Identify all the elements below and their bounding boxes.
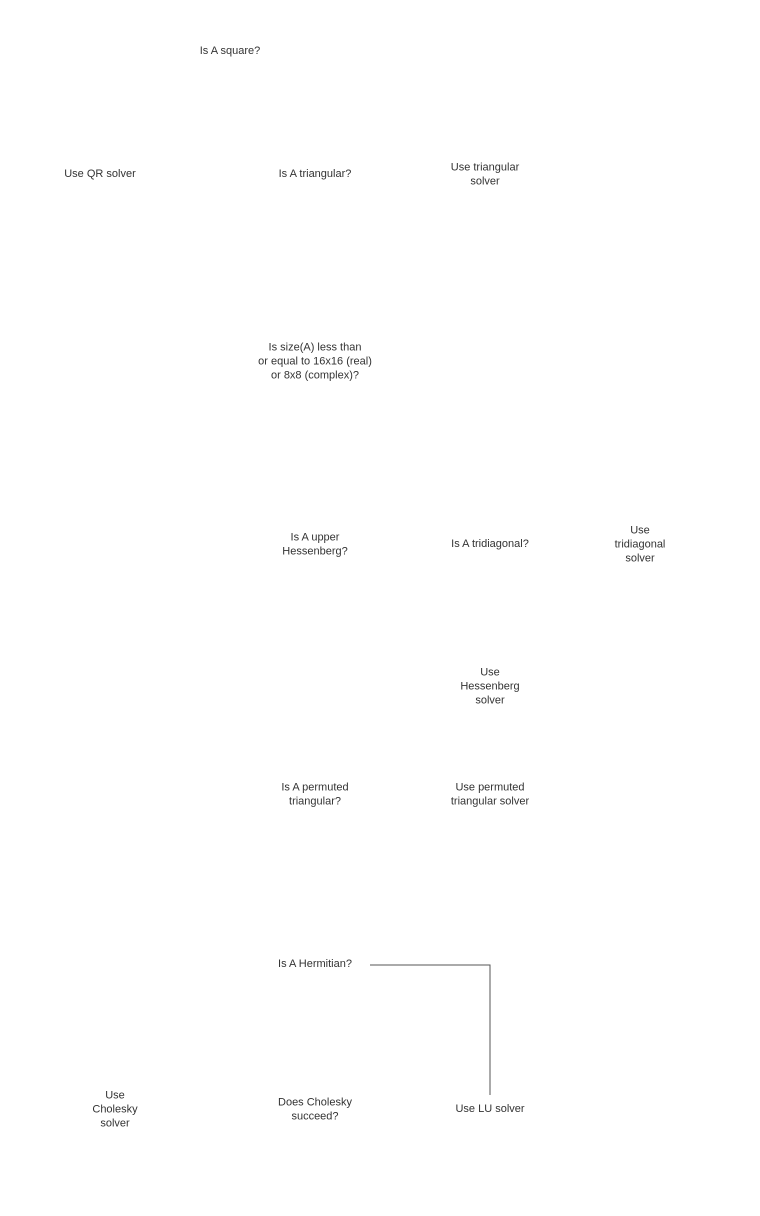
node-use_cholesky: Use Cholesky solver	[92, 1089, 137, 1130]
node-use_lu: Use LU solver	[455, 1103, 524, 1117]
node-q_square: Is A square?	[200, 45, 261, 59]
node-use_permuted: Use permuted triangular solver	[451, 781, 529, 809]
node-use_hess: Use Hessenberg solver	[460, 666, 519, 707]
edge-layer	[0, 0, 760, 1216]
node-q_upper_hess: Is A upper Hessenberg?	[282, 531, 347, 559]
node-use_qr: Use QR solver	[64, 168, 136, 182]
node-q_permuted: Is A permuted triangular?	[281, 781, 348, 809]
node-q_hermitian: Is A Hermitian?	[278, 958, 352, 972]
node-q_cholesky: Does Cholesky succeed?	[278, 1096, 352, 1124]
node-use_triangular: Use triangular solver	[451, 161, 519, 189]
node-q_tridiagonal: Is A tridiagonal?	[451, 538, 529, 552]
edge-q_hermitian-use_lu	[370, 965, 490, 1095]
node-q_triangular: Is A triangular?	[279, 168, 352, 182]
node-use_tridiag: Use tridiagonal solver	[615, 524, 666, 565]
node-q_size: Is size(A) less than or equal to 16x16 (…	[258, 341, 372, 382]
flowchart-canvas: Is A square? Use QR solver Is A triangular…	[0, 0, 760, 1216]
